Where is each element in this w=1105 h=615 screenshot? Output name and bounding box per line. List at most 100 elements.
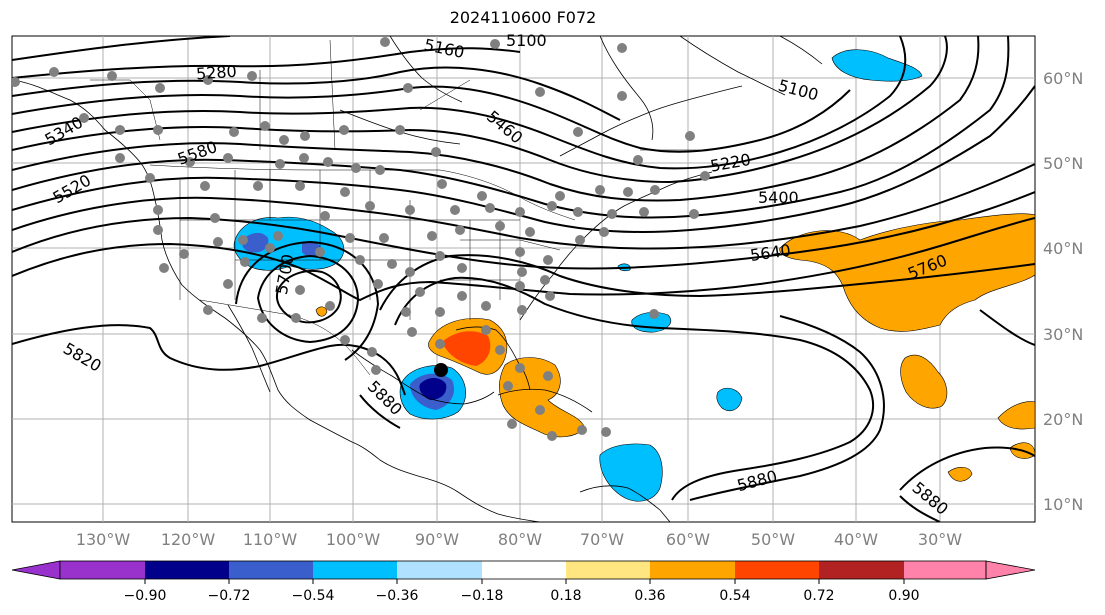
colorbar-bin bbox=[650, 561, 735, 579]
station-dot bbox=[515, 247, 525, 257]
lon-label: 100°W bbox=[326, 530, 381, 549]
station-dot bbox=[185, 157, 195, 167]
positive-anomaly-small-3 bbox=[947, 467, 973, 482]
station-dot bbox=[373, 279, 383, 289]
station-dot bbox=[223, 279, 233, 289]
station-dot bbox=[601, 427, 611, 437]
station-dot bbox=[547, 431, 557, 441]
colorbar-tick-label: 0.90 bbox=[888, 588, 919, 604]
station-dot bbox=[437, 179, 447, 189]
station-dot bbox=[213, 237, 223, 247]
colorbar-under-arrow bbox=[11, 560, 61, 580]
contour-label: 5100 bbox=[506, 31, 547, 50]
station-dot bbox=[260, 121, 270, 131]
map-title: 2024110600 F072 bbox=[449, 8, 597, 27]
station-dot bbox=[477, 191, 487, 201]
colorbar-bin bbox=[397, 561, 482, 579]
station-dot bbox=[515, 281, 525, 291]
station-dot bbox=[435, 307, 445, 317]
station-dot bbox=[577, 425, 587, 435]
station-dot bbox=[481, 325, 491, 335]
station-dot bbox=[450, 205, 460, 215]
positive-anomaly-small-2 bbox=[997, 401, 1035, 430]
latitude-labels: 60°N 50°N 40°N 30°N 20°N 10°N bbox=[1043, 69, 1083, 514]
station-dot bbox=[210, 213, 220, 223]
station-dot bbox=[295, 285, 305, 295]
highlighted-station-dot bbox=[434, 363, 448, 377]
positive-anomaly-atlantic bbox=[779, 213, 1035, 332]
station-dot bbox=[490, 39, 500, 49]
negative-anomaly-caribbean-south bbox=[599, 443, 663, 502]
station-dot bbox=[155, 83, 165, 93]
station-dot bbox=[617, 43, 627, 53]
station-dot bbox=[179, 249, 189, 259]
station-dot bbox=[12, 77, 20, 87]
station-dot bbox=[573, 127, 583, 137]
colorbar-bin bbox=[904, 561, 986, 579]
station-dot bbox=[395, 125, 405, 135]
station-dot bbox=[435, 251, 445, 261]
station-dot bbox=[49, 67, 59, 77]
negative-anomaly-gulf-core bbox=[419, 378, 447, 400]
colorbar-tick-label: −0.90 bbox=[124, 588, 167, 604]
station-dot bbox=[503, 381, 513, 391]
station-dot bbox=[265, 243, 275, 253]
colorbar-tick-label: −0.18 bbox=[461, 588, 504, 604]
station-dot bbox=[545, 291, 555, 301]
lon-label: 80°W bbox=[498, 530, 542, 549]
colorbar-bin bbox=[735, 561, 819, 579]
station-dot bbox=[535, 87, 545, 97]
lat-label: 20°N bbox=[1043, 410, 1083, 429]
colorbar-tick-label: 0.18 bbox=[550, 588, 581, 604]
station-dot bbox=[115, 125, 125, 135]
station-dot bbox=[79, 113, 89, 123]
station-dot bbox=[159, 263, 169, 273]
lat-label: 10°N bbox=[1043, 495, 1083, 514]
lon-label: 30°W bbox=[918, 530, 962, 549]
station-dot bbox=[300, 131, 310, 141]
station-dot bbox=[650, 185, 660, 195]
colorbar-bin bbox=[60, 561, 145, 579]
station-dot bbox=[115, 153, 125, 163]
station-dot bbox=[315, 247, 325, 257]
station-dot bbox=[371, 365, 381, 375]
station-dot bbox=[379, 233, 389, 243]
station-dot bbox=[575, 235, 585, 245]
station-dot bbox=[375, 165, 385, 175]
station-dot bbox=[617, 91, 627, 101]
station-dot bbox=[633, 155, 643, 165]
station-dot bbox=[517, 267, 527, 277]
station-dot bbox=[107, 71, 117, 81]
station-dot bbox=[403, 83, 413, 93]
station-dot bbox=[649, 309, 659, 319]
negative-anomaly-labrador bbox=[831, 49, 923, 82]
station-dot bbox=[387, 259, 397, 269]
station-dot bbox=[340, 187, 350, 197]
station-dot bbox=[573, 207, 583, 217]
colorbar-bin bbox=[145, 561, 229, 579]
lon-label: 40°W bbox=[834, 530, 878, 549]
station-dot bbox=[299, 153, 309, 163]
negative-anomaly-rockies-core bbox=[241, 232, 269, 253]
station-dot bbox=[689, 209, 699, 219]
station-dot bbox=[507, 419, 517, 429]
station-dot bbox=[365, 201, 375, 211]
station-dot bbox=[153, 205, 163, 215]
lon-label: 50°W bbox=[751, 530, 795, 549]
colorbar-tick-label: 0.36 bbox=[634, 588, 665, 604]
contour-label: 5280 bbox=[195, 62, 237, 84]
station-dot bbox=[223, 153, 233, 163]
station-dot bbox=[407, 327, 417, 337]
station-dot bbox=[273, 231, 283, 241]
station-dot bbox=[555, 191, 565, 201]
station-dot bbox=[427, 231, 437, 241]
station-dot bbox=[599, 227, 609, 237]
contour-label: 5400 bbox=[758, 188, 799, 207]
station-dot bbox=[547, 201, 557, 211]
lat-label: 30°N bbox=[1043, 325, 1083, 344]
negative-anomaly-atlantic-2 bbox=[716, 387, 743, 411]
station-dot bbox=[247, 71, 257, 81]
station-dot bbox=[495, 345, 505, 355]
colorbar-bin bbox=[819, 561, 904, 579]
station-dot bbox=[257, 313, 267, 323]
